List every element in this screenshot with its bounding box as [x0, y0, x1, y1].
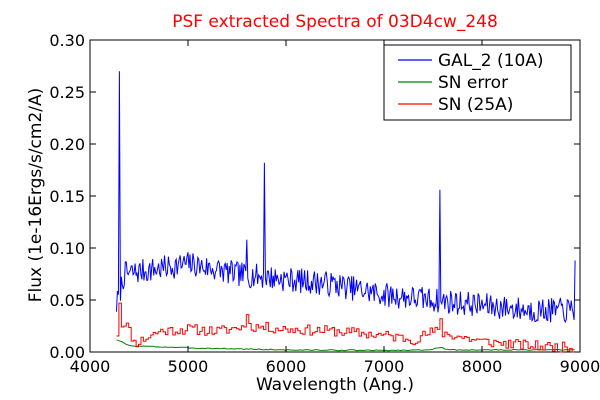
series-line-2 — [116, 302, 576, 353]
series-line-1 — [116, 339, 575, 352]
legend: GAL_2 (10A) SN error SN (25A) — [383, 44, 572, 121]
legend-label-sn-error: SN error — [438, 73, 508, 93]
series-layer — [116, 71, 576, 353]
plot-area — [89, 39, 581, 353]
y-tick-label: 0.10 — [49, 239, 85, 258]
x-tick-label: 8000 — [462, 357, 503, 376]
chart-title: PSF extracted Spectra of 03D4cw_248 — [172, 12, 498, 32]
series-line-0 — [116, 71, 576, 324]
x-tick-label: 4000 — [70, 357, 111, 376]
y-tick-label: 0.05 — [49, 291, 85, 310]
y-tick-label: 0.30 — [49, 31, 85, 50]
y-tick-label: 0.25 — [49, 83, 85, 102]
x-tick-label: 7000 — [364, 357, 405, 376]
ticks-layer — [89, 39, 581, 353]
y-tick-label: 0.20 — [49, 135, 85, 154]
x-tick-label: 5000 — [168, 357, 209, 376]
legend-label-gal2: GAL_2 (10A) — [438, 51, 544, 71]
y-tick-label: 0.00 — [49, 343, 85, 362]
y-tick-label: 0.15 — [49, 187, 85, 206]
y-axis-label: Flux (1e-16Ergs/s/cm2/A) — [26, 88, 46, 303]
legend-label-sn: SN (25A) — [438, 95, 513, 115]
tick-labels: 4000 5000 6000 7000 8000 9000 0.00 0.05 0.10 0.15… — [49, 31, 600, 376]
x-tick-label: 6000 — [266, 357, 307, 376]
x-axis-label: Wavelength (Ang.) — [256, 375, 414, 395]
x-tick-label: 9000 — [560, 357, 600, 376]
